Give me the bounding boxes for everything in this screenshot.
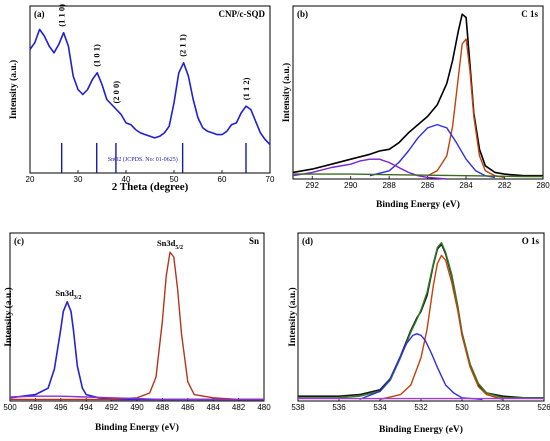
x-tick-label: 528 [496, 403, 510, 412]
series-line [10, 251, 264, 401]
x-tick-label: 40 [122, 175, 131, 184]
x-tick-label: 526 [537, 403, 550, 412]
plot-frame [292, 5, 544, 180]
x-tick-label: 60 [218, 175, 227, 184]
peak-label: (1 1 0) [57, 4, 67, 27]
panel-letter: (d) [302, 236, 313, 246]
peak-label: (1 1 2) [241, 77, 251, 100]
x-tick-label: 482 [232, 403, 246, 412]
x-axis-title: Binding Energy (eV) [95, 422, 179, 433]
x-tick-label: 20 [26, 175, 35, 184]
panel-title: O 1s [522, 236, 540, 246]
x-tick-label: 498 [29, 403, 43, 412]
x-tick-label: 290 [344, 181, 358, 190]
y-axis-title: Intensity (a.u.) [281, 63, 292, 122]
plot-frame [297, 232, 545, 402]
x-tick-label: 488 [156, 403, 170, 412]
x-tick-label: 486 [181, 403, 195, 412]
series-line [298, 241, 544, 399]
series-line [427, 38, 505, 179]
series-line [29, 28, 271, 146]
panel-letter: (b) [297, 9, 308, 19]
peak-label: (1 0 1) [92, 44, 102, 67]
series-line [9, 395, 264, 401]
x-tick-label: 30 [74, 175, 83, 184]
panel-a: 20 30 40 50 60 70 2 Theta (degree) Intensity (a… [8, 4, 275, 193]
x-tick-label: 530 [455, 403, 469, 412]
x-axis-title: Binding Energy (eV) [379, 424, 463, 435]
y-axis-title: Intensity (a.u.) [287, 287, 298, 346]
x-tick-label: 484 [207, 403, 221, 412]
x-axis-title: 2 Theta (degree) [112, 181, 189, 193]
peak-label: (2 0 0) [111, 81, 121, 104]
x-tick-label: 70 [266, 175, 275, 184]
reference-label: SnO2 (JCPDS. No: 01-0625) [108, 156, 178, 163]
x-tick-label: 284 [459, 181, 473, 190]
x-axis-title: Binding Energy (eV) [376, 199, 460, 210]
x-tick-label: 286 [421, 181, 435, 190]
plot-frame [9, 232, 265, 402]
x-tick-label: 480 [257, 403, 271, 412]
x-tick-label: 288 [382, 181, 396, 190]
peak-label: (2 1 1) [178, 34, 188, 57]
x-tick-label: 494 [80, 403, 94, 412]
panel-b: 292 290 288 286 284 282 280 Binding Energy (eV)… [281, 5, 550, 210]
peak-label: Sn3d5/2 [157, 238, 183, 251]
y-axis-title: Intensity (a.u.) [3, 287, 14, 346]
panel-title: CNP/c-SQD [219, 9, 266, 19]
series-line [369, 123, 496, 179]
y-axis-title: Intensity (a.u.) [8, 60, 19, 119]
series-line [298, 243, 544, 399]
x-tick-label: 490 [130, 403, 144, 412]
plot-frame [29, 5, 271, 174]
x-tick-label: 496 [54, 403, 68, 412]
peak-label: Sn3d3/2 [55, 288, 81, 301]
series-line [359, 333, 483, 401]
x-tick-label: 292 [306, 181, 320, 190]
series-line [292, 13, 543, 177]
panel-title: Sn [249, 236, 259, 246]
x-tick-label: 538 [291, 403, 305, 412]
panel-c: 500 498 496 494 492 490 488 486 484 482 480 Binding… [3, 232, 271, 433]
panel-d: 538 536 534 532 530 528 526 Binding Energy (eV)… [287, 232, 550, 435]
panel-letter: (a) [34, 9, 45, 19]
x-tick-label: 50 [170, 175, 179, 184]
x-tick-label: 532 [414, 403, 428, 412]
x-tick-label: 536 [332, 403, 346, 412]
series-line [292, 158, 447, 180]
x-tick-label: 282 [498, 181, 512, 190]
panel-title: C 1s [521, 9, 538, 19]
x-tick-label: 534 [373, 403, 387, 412]
series-line [379, 254, 504, 401]
series-line [293, 173, 543, 178]
series-line [9, 301, 264, 401]
x-tick-label: 492 [105, 403, 119, 412]
x-tick-label: 280 [536, 181, 550, 190]
panel-letter: (c) [14, 236, 24, 246]
x-tick-label: 500 [3, 403, 17, 412]
